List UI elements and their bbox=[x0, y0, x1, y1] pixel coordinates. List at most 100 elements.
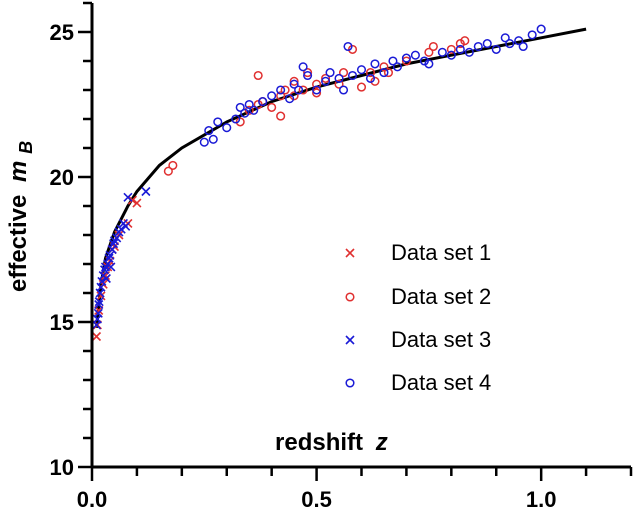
data-point-series-4 bbox=[267, 91, 277, 101]
x-stroke bbox=[95, 288, 105, 298]
x-stroke bbox=[107, 244, 117, 255]
data-point-series-4 bbox=[365, 73, 376, 83]
y-axis-title-sub: B bbox=[16, 141, 36, 154]
data-point-series-2 bbox=[276, 111, 286, 121]
x-stroke bbox=[101, 273, 111, 284]
data-point-series-2 bbox=[276, 91, 286, 101]
data-point-series-4 bbox=[258, 97, 268, 107]
data-point-series-3 bbox=[105, 250, 115, 260]
data-point-series-2 bbox=[312, 88, 322, 98]
data-point-series-4 bbox=[338, 85, 349, 95]
data-point-series-4 bbox=[321, 76, 331, 86]
data-point-series-4 bbox=[222, 123, 232, 133]
data-point-series-4 bbox=[455, 44, 465, 54]
data-point-series-4 bbox=[347, 70, 358, 81]
x-stroke bbox=[127, 195, 137, 205]
data-point-series-3 bbox=[108, 239, 119, 249]
x-stroke bbox=[92, 314, 102, 324]
data-point-series-3 bbox=[93, 308, 103, 318]
data-points-layer bbox=[91, 24, 546, 342]
data-point-series-4 bbox=[482, 39, 492, 49]
y-axis-title-text: effective bbox=[5, 195, 32, 292]
data-point-series-4 bbox=[244, 99, 254, 110]
x-stroke bbox=[94, 300, 104, 310]
data-point-series-1 bbox=[96, 291, 106, 301]
x-stroke bbox=[97, 276, 107, 286]
data-point-series-4 bbox=[500, 33, 510, 43]
data-point-series-3 bbox=[121, 221, 131, 231]
x-stroke bbox=[94, 297, 104, 307]
data-point-series-4 bbox=[419, 56, 429, 66]
x-stroke bbox=[141, 186, 151, 197]
data-point-series-2 bbox=[424, 47, 434, 57]
data-point-series-4 bbox=[392, 62, 402, 72]
data-point-series-2 bbox=[455, 39, 465, 49]
x-stroke bbox=[345, 335, 355, 345]
data-point-series-2 bbox=[168, 160, 178, 170]
data-point-series-4 bbox=[473, 41, 483, 52]
data-point-series-2 bbox=[334, 79, 344, 89]
data-point-series-4 bbox=[356, 65, 367, 75]
data-point-series-2 bbox=[235, 117, 245, 127]
data-point-series-4 bbox=[410, 50, 420, 60]
data-point-series-2 bbox=[370, 76, 380, 86]
y-tick-label: 20 bbox=[50, 165, 74, 190]
legend-marker-3 bbox=[345, 335, 355, 345]
x-stroke bbox=[116, 224, 126, 234]
data-point-series-4 bbox=[536, 24, 546, 34]
data-point-series-4 bbox=[379, 68, 389, 78]
y-axis-title: effective m B bbox=[5, 141, 36, 292]
data-point-series-4 bbox=[424, 59, 434, 69]
data-point-series-4 bbox=[343, 41, 353, 52]
axes bbox=[78, 1, 633, 481]
data-point-series-4 bbox=[285, 94, 295, 104]
legend: Data set 1 Data set 2 Data set 3 Data se… bbox=[345, 240, 491, 395]
y-tick-label: 25 bbox=[50, 20, 74, 45]
data-point-series-3 bbox=[123, 192, 133, 202]
data-point-series-2 bbox=[244, 105, 254, 115]
data-point-series-2 bbox=[321, 73, 331, 83]
data-point-series-4 bbox=[370, 59, 380, 69]
data-point-series-3 bbox=[100, 265, 110, 275]
data-point-series-2 bbox=[298, 85, 308, 95]
x-axis-title-var: z bbox=[375, 429, 388, 456]
data-point-series-3 bbox=[116, 224, 126, 234]
data-point-series-4 bbox=[505, 39, 515, 49]
y-tick-label: 10 bbox=[50, 455, 74, 480]
data-point-series-2 bbox=[289, 76, 299, 86]
x-stroke bbox=[108, 239, 119, 249]
data-point-series-4 bbox=[231, 114, 241, 124]
data-point-series-4 bbox=[437, 47, 447, 57]
data-point-series-3 bbox=[141, 186, 151, 197]
data-point-series-4 bbox=[514, 36, 524, 46]
x-tick-label: 0.0 bbox=[77, 487, 108, 512]
data-point-series-4 bbox=[518, 41, 528, 52]
y-tick-label: 15 bbox=[50, 310, 74, 335]
data-point-series-4 bbox=[464, 47, 474, 57]
x-stroke bbox=[105, 250, 115, 260]
data-point-series-4 bbox=[388, 56, 398, 66]
legend-label-1: Data set 1 bbox=[391, 240, 491, 265]
data-point-series-4 bbox=[289, 79, 299, 89]
legend-label-4: Data set 4 bbox=[391, 370, 491, 395]
data-point-series-4 bbox=[334, 73, 344, 83]
fit-curve-layer bbox=[95, 27, 587, 328]
x-stroke bbox=[96, 291, 106, 301]
data-point-series-2 bbox=[428, 41, 438, 52]
data-point-series-4 bbox=[325, 68, 335, 78]
data-point-series-4 bbox=[298, 62, 308, 72]
x-stroke bbox=[96, 282, 106, 292]
data-point-series-4 bbox=[303, 70, 313, 81]
legend-label-3: Data set 3 bbox=[391, 327, 491, 352]
data-point-series-4 bbox=[276, 85, 286, 95]
data-point-series-4 bbox=[401, 53, 411, 63]
x-stroke bbox=[106, 262, 116, 272]
data-point-series-2 bbox=[289, 91, 299, 101]
x-stroke bbox=[91, 331, 102, 342]
legend-marker-4 bbox=[345, 378, 355, 388]
data-point-series-4 bbox=[491, 44, 501, 54]
data-point-series-3 bbox=[94, 297, 104, 307]
data-point-series-1 bbox=[91, 331, 102, 342]
data-point-series-2 bbox=[163, 166, 173, 176]
data-point-series-1 bbox=[132, 198, 142, 208]
